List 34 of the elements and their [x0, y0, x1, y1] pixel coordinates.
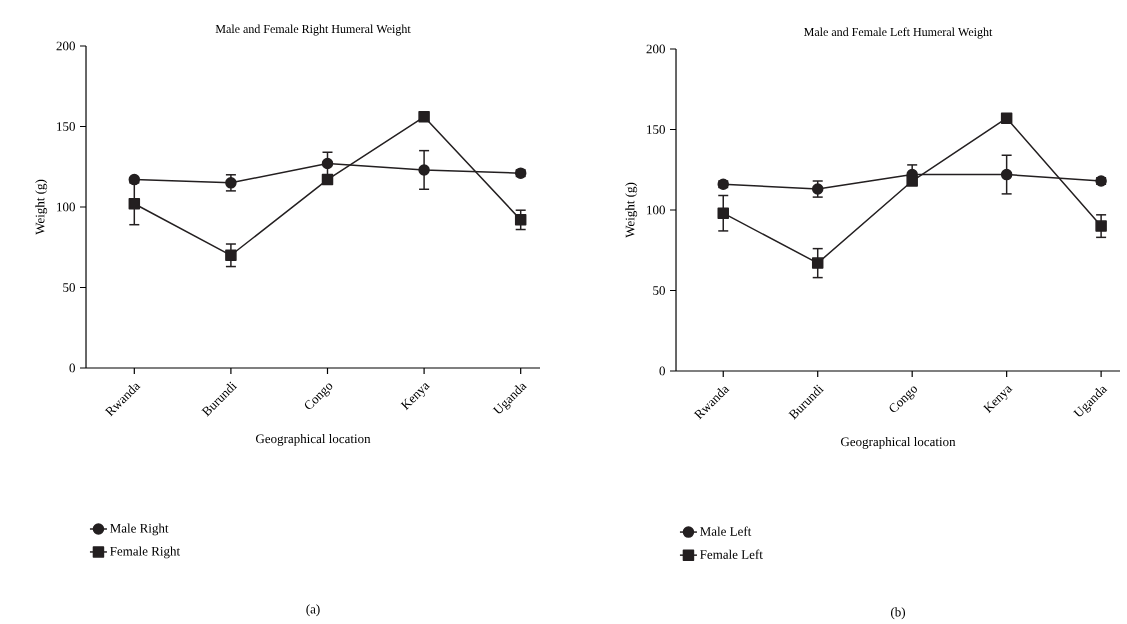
- y-tick-label: 50: [63, 283, 75, 292]
- legend-label: Male Left: [700, 526, 752, 536]
- chart-title: Male and Female Left Humeral Weight: [804, 27, 993, 39]
- point: [811, 257, 824, 269]
- y-tick-label: 0: [659, 366, 665, 376]
- y-tick-label: 0: [69, 363, 75, 373]
- y-tick-label: 100: [57, 202, 75, 212]
- y-axis-title: Weight (g): [35, 179, 48, 235]
- legend-label: Male Right: [110, 523, 169, 536]
- y-tick-label: 100: [647, 205, 665, 215]
- point: [321, 173, 334, 186]
- text: (a): [306, 604, 320, 617]
- y-tick-label: 200: [56, 41, 75, 51]
- y-axis-title: Weight (g): [625, 182, 638, 238]
- point: [514, 214, 527, 226]
- y-tick-label: 150: [647, 125, 665, 134]
- point: [418, 111, 430, 123]
- y-tick-label: 150: [57, 122, 75, 131]
- legend-label: Female Left: [700, 549, 763, 559]
- legend-label: Female Right: [110, 546, 181, 559]
- point: [717, 207, 729, 219]
- text: (b): [891, 607, 906, 620]
- y-tick-label: 200: [646, 44, 665, 54]
- x-axis-title: Geographical location: [840, 437, 956, 449]
- x-axis-title: Geographical location: [255, 434, 371, 446]
- point: [225, 249, 237, 262]
- point: [1000, 168, 1013, 181]
- point: [906, 175, 918, 187]
- chart-title: Male and Female Right Humeral Weight: [215, 24, 411, 36]
- point: [128, 198, 141, 210]
- point: [321, 157, 334, 170]
- y-tick-label: 50: [653, 286, 665, 295]
- point: [128, 173, 141, 186]
- point: [1000, 112, 1013, 124]
